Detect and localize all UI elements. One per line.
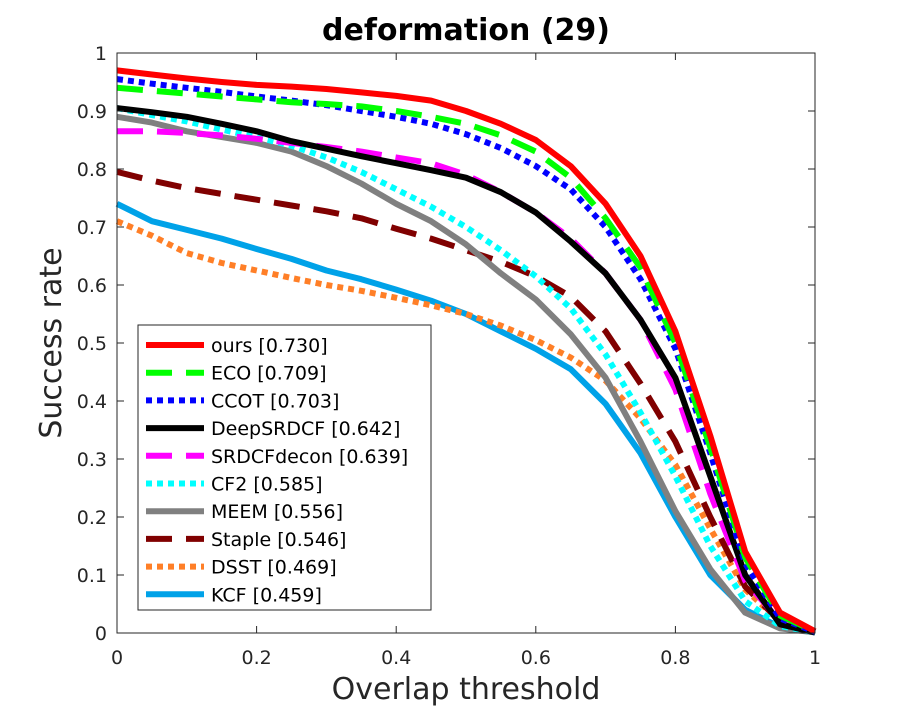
- series-layer: [115, 67, 817, 636]
- y-tick-label: 0.4: [77, 391, 107, 413]
- y-tick-label: 0.9: [77, 101, 107, 123]
- legend: ours [0.730] ECO [0.709] CCOT [0.703] DeepS…: [137, 324, 432, 611]
- legend-label: Staple [0.546]: [211, 529, 346, 551]
- series-line: [116, 84, 817, 635]
- legend-label: CCOT [0.703]: [211, 390, 339, 412]
- y-tick-label: 0.2: [77, 507, 107, 529]
- y-tick-label: 0.6: [77, 275, 107, 297]
- legend-label: DSST [0.469]: [211, 557, 337, 579]
- y-tick-label: 0.8: [77, 159, 107, 181]
- x-tick-label: 0.2: [241, 647, 271, 669]
- x-tick-label: 0.8: [660, 647, 690, 669]
- legend-label: MEEM [0.556]: [211, 501, 343, 523]
- x-tick-label: 0.6: [521, 647, 551, 669]
- legend-label: KCF [0.459]: [211, 584, 322, 606]
- x-tick-label: 1: [809, 647, 821, 669]
- legend-label: CF2 [0.585]: [211, 474, 323, 496]
- y-tick-label: 0.3: [77, 449, 107, 471]
- series-line: [117, 128, 816, 636]
- y-tick-label: 1: [95, 43, 107, 65]
- series-line: [116, 105, 816, 636]
- legend-label: DeepSRDCF [0.642]: [211, 418, 400, 440]
- legend-label: ours [0.730]: [211, 335, 328, 357]
- tick-layer: 0 0.2 0.4 0.6 0.8 1 0 0.1 0.2 0.3 0.4 0.5 0.6 0.7 0.8 0…: [77, 43, 821, 669]
- y-tick-label: 0.5: [77, 333, 107, 355]
- series-line: [115, 218, 816, 636]
- series-line: [116, 67, 817, 634]
- y-tick-label: 0: [95, 623, 107, 645]
- x-axis-label: Overlap threshold: [332, 672, 601, 707]
- x-tick-label: 0.4: [381, 647, 411, 669]
- chart-title: deformation (29): [322, 13, 610, 48]
- series-line: [116, 113, 816, 636]
- legend-label: SRDCFdecon [0.639]: [211, 446, 408, 468]
- legend-label: ECO [0.709]: [211, 363, 326, 385]
- y-tick-label: 0.7: [77, 217, 107, 239]
- x-tick-label: 0: [111, 647, 123, 669]
- y-tick-label: 0.1: [77, 565, 107, 587]
- y-axis-label: Success rate: [34, 247, 69, 438]
